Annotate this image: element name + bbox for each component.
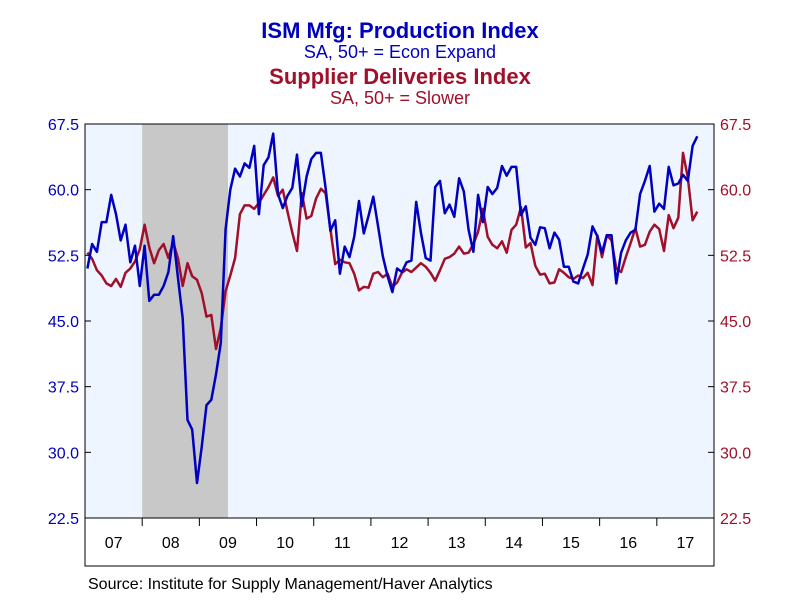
x-tick-label: 15 [562,535,580,552]
axis-layer: 67.5 60.0 52.5 45.0 37.5 30.0 22.5 67.5 60.0 52.5… [48,117,751,552]
y-left-tick-label: 45.0 [48,314,79,331]
y-right-tick-label: 60.0 [720,183,751,200]
x-tick-label: 11 [334,535,351,552]
y-left-tick-label: 67.5 [48,117,79,134]
y-left-tick-label: 60.0 [48,183,79,200]
y-left-tick-label: 52.5 [48,248,79,265]
chart-title-secondary: Supplier Deliveries Index [269,64,531,89]
y-right-tick-label: 67.5 [720,117,751,134]
x-tick-label: 10 [276,535,294,552]
x-tick-label: 12 [391,535,409,552]
chart-title: ISM Mfg: Production Index [261,18,539,43]
x-tick-label: 07 [105,535,123,552]
chart-subtitle-secondary: SA, 50+ = Slower [329,88,471,108]
x-tick-label: 17 [677,535,695,552]
y-left-tick-label: 22.5 [48,511,79,528]
x-tick-label: 09 [219,535,237,552]
y-left-tick-label: 30.0 [48,445,79,462]
y-right-tick-label: 52.5 [720,248,751,265]
x-tick-label: 16 [619,535,637,552]
series-line-production [86,132,699,485]
y-right-tick-label: 45.0 [720,314,751,331]
y-right-tick-label: 22.5 [720,511,751,528]
plot-frame [84,123,715,567]
source-note: Source: Institute for Supply Management/… [88,576,493,593]
x-tick-label: 14 [505,535,523,552]
chart-subtitle: SA, 50+ = Econ Expand [303,42,497,62]
series-layer [86,132,699,485]
recession-band [142,124,228,518]
y-right-tick-label: 30.0 [720,445,751,462]
x-tick-label: 08 [162,535,180,552]
y-right-tick-label: 37.5 [720,380,751,397]
y-left-tick-label: 37.5 [48,380,79,397]
x-tick-label: 13 [448,535,466,552]
